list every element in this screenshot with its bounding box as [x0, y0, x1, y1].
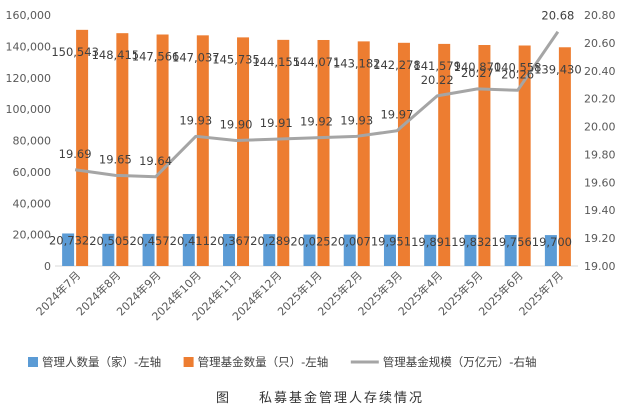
data-label-scale: 19.97: [380, 108, 413, 122]
bar-funds: [116, 33, 129, 267]
right-axis-tick-label: 19.20: [584, 232, 616, 245]
bar-funds: [397, 42, 410, 266]
bar-funds: [478, 45, 491, 266]
data-label-scale: 19.93: [340, 113, 373, 127]
caption-title: 私募基金管理人存续情况: [259, 391, 425, 406]
right-axis-tick-label: 19.00: [584, 260, 616, 273]
data-label-managers: 20,007: [331, 235, 371, 249]
bar-managers: [182, 233, 195, 266]
data-label-managers: 19,891: [411, 235, 451, 249]
left-axis-tick-label: 40,000: [13, 197, 52, 210]
left-axis-tick-label: 60,000: [13, 166, 52, 179]
bar-managers: [62, 233, 75, 266]
legend-swatch: [183, 357, 194, 367]
left-axis-tick-label: 20,000: [13, 229, 52, 242]
right-axis-tick-label: 20.80: [584, 9, 616, 22]
data-label-scale: 19.65: [99, 152, 132, 166]
data-label-managers: 20,505: [89, 234, 129, 248]
bar-managers: [504, 235, 517, 266]
data-label-managers: 20,289: [250, 234, 290, 248]
data-label-managers: 19,832: [451, 235, 491, 249]
right-axis-tick-label: 20.60: [584, 37, 616, 50]
data-label-funds: 140,870: [454, 60, 502, 74]
data-label-funds: 147,037: [172, 50, 220, 64]
right-axis-tick-label: 20.20: [584, 93, 616, 106]
data-label-funds: 139,430: [534, 62, 582, 76]
left-axis-tick-label: 160,000: [6, 9, 52, 22]
right-axis-tick-label: 19.80: [584, 148, 616, 161]
left-axis-tick-label: 0: [44, 260, 51, 273]
bar-managers: [544, 235, 557, 266]
bar-funds: [518, 45, 531, 267]
bar-managers: [263, 234, 276, 266]
data-label-scale: 20.26: [501, 67, 534, 81]
bar-funds: [156, 34, 169, 267]
legend-label: 管理基金规模（万亿元）-右轴: [383, 355, 537, 369]
data-label-managers: 20,411: [170, 234, 210, 248]
data-label-scale: 19.90: [220, 118, 253, 132]
right-axis-tick-label: 20.40: [584, 65, 616, 78]
legend-label: 管理人数量（家）-左轴: [42, 355, 161, 369]
left-axis-tick-label: 120,000: [6, 72, 52, 85]
left-axis-tick-label: 80,000: [13, 135, 52, 148]
data-label-managers: 19,756: [492, 235, 532, 249]
bar-managers: [102, 233, 115, 266]
data-label-scale: 20.22: [421, 73, 454, 87]
bar-managers: [223, 234, 236, 266]
legend-label: 管理基金数量（只）-左轴: [198, 355, 329, 369]
right-axis-tick-label: 19.40: [584, 204, 616, 217]
data-label-managers: 20,732: [49, 233, 89, 247]
bar-funds: [196, 35, 209, 266]
data-label-funds: 140,558: [494, 60, 542, 74]
data-label-funds: 143,182: [333, 56, 381, 70]
bar-managers: [424, 234, 437, 266]
bar-funds: [277, 39, 290, 266]
data-label-scale: 19.93: [179, 113, 212, 127]
data-label-scale: 19.64: [139, 154, 172, 168]
data-label-funds: 145,735: [212, 52, 260, 66]
bar-managers: [142, 233, 155, 266]
data-label-funds: 148,415: [92, 48, 140, 62]
data-label-managers: 19,951: [371, 235, 411, 249]
bar-managers: [303, 234, 316, 266]
bar-managers: [343, 234, 356, 266]
data-label-funds: 147,566: [132, 50, 180, 64]
bar-funds: [558, 47, 571, 266]
bar-funds: [438, 43, 451, 266]
data-label-managers: 20,025: [290, 235, 330, 249]
data-label-funds: 141,579: [413, 59, 461, 73]
bar-funds: [76, 29, 89, 267]
caption-prefix: 图: [215, 391, 231, 406]
data-label-managers: 20,457: [129, 234, 169, 248]
data-label-scale: 19.91: [260, 116, 293, 130]
data-label-scale: 20.68: [541, 9, 574, 23]
data-label-scale: 19.69: [59, 147, 92, 161]
chart-svg: 0 20,000 40,000 60,000 80,000 100,000 120,000 1…: [6, 9, 616, 369]
data-label-scale: 19.92: [300, 115, 333, 129]
bar-funds: [237, 37, 250, 266]
figure-caption: 图 私募基金管理人存续情况: [0, 387, 640, 406]
left-axis-tick-label: 100,000: [6, 103, 52, 116]
line-fund-scale: [74, 30, 560, 179]
data-label-funds: 144,155: [252, 55, 300, 69]
bar-funds: [317, 39, 330, 266]
data-label-managers: 20,367: [210, 234, 250, 248]
data-label-scale: 20.27: [461, 66, 494, 80]
data-label-funds: 150,543: [51, 45, 99, 59]
right-axis-tick-label: 20.00: [584, 121, 616, 134]
bar-managers: [464, 234, 477, 266]
data-label-funds: 142,278: [373, 58, 421, 72]
data-label-funds: 144,071: [293, 55, 341, 69]
legend-swatch: [28, 357, 38, 367]
bar-managers: [383, 234, 396, 266]
right-axis-tick-label: 19.60: [584, 176, 616, 189]
left-axis-tick-label: 140,000: [6, 40, 52, 53]
data-label-managers: 19,700: [532, 235, 572, 249]
bar-funds: [357, 41, 370, 266]
